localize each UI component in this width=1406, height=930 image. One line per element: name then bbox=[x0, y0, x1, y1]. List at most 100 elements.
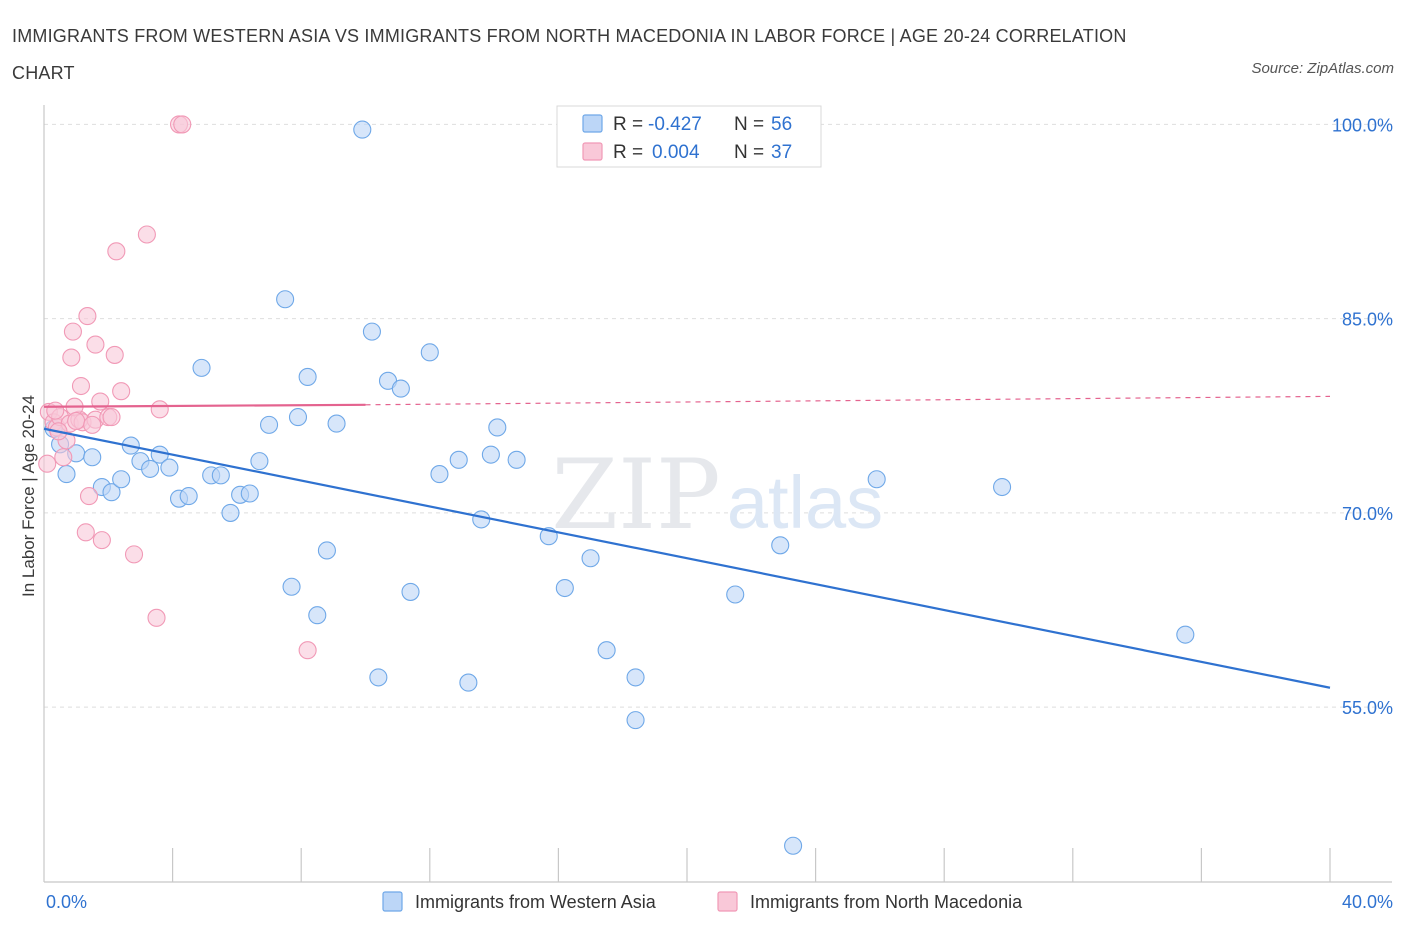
y-tick-label-2: 85.0% bbox=[1342, 310, 1393, 330]
tick-labels: 55.0% 70.0% 85.0% 100.0% 0.0% 40.0% bbox=[46, 115, 1393, 912]
point-0-18 bbox=[221, 503, 240, 522]
trend-line-1 bbox=[43, 403, 366, 408]
y-tick-label-0: 55.0% bbox=[1342, 698, 1393, 718]
point-0-46 bbox=[581, 549, 600, 568]
chart-title: IMMIGRANTS FROM WESTERN ASIA VS IMMIGRAN… bbox=[12, 26, 1127, 83]
point-0-7 bbox=[112, 470, 131, 489]
point-1-19 bbox=[92, 531, 111, 550]
point-0-31 bbox=[362, 322, 381, 341]
trend-line-dashed-1 bbox=[365, 395, 1331, 406]
point-1-21 bbox=[102, 408, 121, 427]
legend-label-north-macedonia: Immigrants from North Macedonia bbox=[750, 892, 1023, 912]
point-0-4 bbox=[83, 448, 102, 467]
point-0-2 bbox=[57, 465, 76, 484]
point-0-15 bbox=[192, 358, 211, 377]
stats-r-label-a: R = bbox=[613, 114, 643, 135]
point-0-23 bbox=[276, 290, 295, 309]
point-1-31 bbox=[298, 641, 317, 660]
point-1-15 bbox=[79, 487, 99, 506]
point-0-20 bbox=[240, 484, 259, 503]
x-tick-label-0: 0.0% bbox=[46, 892, 87, 912]
point-0-39 bbox=[459, 673, 478, 692]
y-tick-label-1: 70.0% bbox=[1342, 504, 1393, 524]
axes bbox=[43, 105, 1392, 883]
legend-label-western-asia: Immigrants from Western Asia bbox=[415, 892, 657, 912]
point-1-13 bbox=[76, 523, 95, 542]
point-1-5 bbox=[54, 448, 73, 467]
y-axis-label: In Labor Force | Age 20-24 bbox=[19, 395, 38, 597]
point-0-36 bbox=[420, 343, 439, 362]
point-0-45 bbox=[555, 578, 574, 598]
stats-n-value-a: 56 bbox=[771, 114, 792, 135]
legend-swatch-north-macedonia bbox=[717, 891, 738, 912]
stats-swatch-western-asia bbox=[582, 114, 603, 133]
stats-n-label-b: N = bbox=[734, 142, 764, 163]
point-1-30 bbox=[173, 115, 192, 134]
point-0-6 bbox=[102, 483, 121, 502]
point-1-32 bbox=[46, 401, 65, 420]
point-0-42 bbox=[488, 418, 507, 437]
point-1-22 bbox=[105, 345, 124, 364]
point-0-10 bbox=[141, 459, 160, 478]
point-1-0 bbox=[38, 454, 57, 473]
stats-r-label-b: R = bbox=[613, 142, 643, 163]
stats-swatch-north-macedonia bbox=[582, 142, 603, 161]
point-0-43 bbox=[507, 450, 526, 469]
point-0-48 bbox=[626, 668, 645, 687]
point-1-17 bbox=[86, 335, 105, 354]
point-1-23 bbox=[107, 242, 126, 261]
point-1-25 bbox=[124, 545, 144, 564]
point-0-17 bbox=[211, 466, 230, 485]
point-0-54 bbox=[993, 477, 1012, 497]
point-0-49 bbox=[626, 711, 645, 730]
point-0-41 bbox=[481, 445, 500, 464]
point-0-25 bbox=[288, 408, 308, 427]
point-0-12 bbox=[160, 458, 179, 477]
point-0-52 bbox=[784, 836, 803, 855]
stats-legend: R = -0.427 N = 56 R = 0.004 N = 37 bbox=[556, 105, 822, 168]
stats-r-value-a: -0.427 bbox=[648, 114, 702, 135]
point-1-8 bbox=[62, 348, 81, 367]
point-0-34 bbox=[391, 379, 410, 398]
point-0-53 bbox=[867, 470, 886, 489]
grid-lines bbox=[44, 123, 1392, 708]
legend-swatch-western-asia bbox=[382, 891, 403, 912]
x-tick-label-1: 40.0% bbox=[1342, 892, 1393, 912]
point-1-36 bbox=[83, 415, 102, 434]
trend-lines bbox=[43, 395, 1331, 689]
point-0-21 bbox=[250, 452, 269, 471]
point-0-35 bbox=[401, 582, 420, 601]
point-0-51 bbox=[771, 536, 790, 555]
point-0-28 bbox=[317, 541, 336, 560]
point-0-24 bbox=[282, 577, 301, 596]
point-1-28 bbox=[150, 400, 169, 419]
point-0-14 bbox=[179, 487, 198, 506]
point-0-37 bbox=[430, 465, 449, 484]
stats-n-value-b: 37 bbox=[771, 142, 792, 163]
watermark-zip: ZIP bbox=[551, 439, 720, 551]
point-0-27 bbox=[308, 606, 327, 625]
point-1-26 bbox=[137, 225, 156, 244]
point-1-14 bbox=[78, 307, 97, 326]
point-0-55 bbox=[1176, 625, 1195, 644]
series-north-macedonia-points bbox=[38, 115, 317, 660]
stats-r-value-b: 0.004 bbox=[652, 142, 700, 163]
point-0-29 bbox=[327, 414, 346, 433]
series-legend: Immigrants from Western Asia Immigrants … bbox=[382, 891, 1023, 912]
point-0-50 bbox=[726, 585, 745, 604]
point-1-27 bbox=[147, 608, 166, 627]
point-0-30 bbox=[353, 120, 372, 139]
trend-line-0 bbox=[43, 427, 1331, 689]
point-1-34 bbox=[67, 411, 86, 431]
point-1-11 bbox=[71, 376, 91, 396]
y-tick-label-3: 100.0% bbox=[1332, 115, 1393, 135]
point-0-38 bbox=[449, 450, 468, 469]
point-0-26 bbox=[298, 367, 317, 387]
stats-n-label-a: N = bbox=[734, 114, 764, 135]
source-label: Source: ZipAtlas.com bbox=[1251, 60, 1394, 77]
point-0-47 bbox=[597, 641, 616, 660]
watermark-atlas: atlas bbox=[727, 461, 883, 544]
point-0-40 bbox=[472, 510, 491, 529]
point-1-24 bbox=[112, 382, 131, 401]
